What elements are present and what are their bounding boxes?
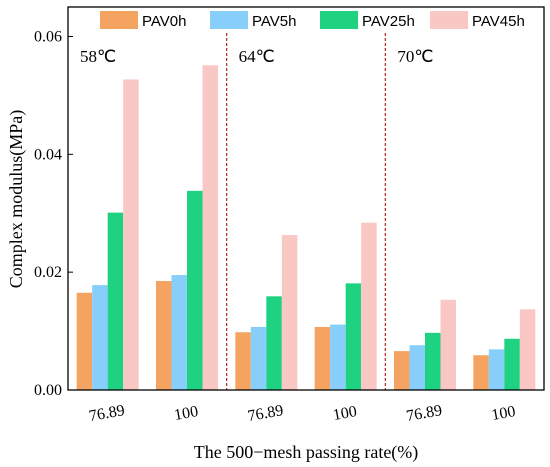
legend-label: PAV5h bbox=[252, 13, 296, 30]
bar-pav45h bbox=[440, 299, 456, 390]
bar-pav5h bbox=[250, 326, 267, 390]
x-tick-label: 76.89 bbox=[88, 402, 126, 425]
x-tick-label: 100 bbox=[490, 403, 517, 424]
y-axis: 0.00 0.02 0.04 0.06 bbox=[34, 28, 73, 399]
y-tick-label: 0.04 bbox=[34, 146, 62, 163]
bar-pav45h bbox=[202, 65, 218, 390]
bar-pav0h bbox=[76, 292, 93, 390]
legend: PAV0h PAV5h PAV25h PAV45h bbox=[100, 11, 525, 30]
bar-pav0h bbox=[473, 355, 489, 390]
group-dividers bbox=[226, 33, 386, 390]
bar-pav0h bbox=[156, 280, 172, 390]
x-tick-label: 76.89 bbox=[405, 402, 443, 425]
x-axis: 76.89 100 76.89 100 76.89 100 bbox=[88, 402, 517, 425]
bars-layer bbox=[76, 65, 536, 390]
legend-swatch bbox=[430, 11, 468, 29]
legend-swatch bbox=[320, 11, 358, 29]
y-axis-title: Complex modulus(MPa) bbox=[6, 110, 27, 289]
bar-pav45h bbox=[281, 235, 298, 390]
y-tick-label: 0.02 bbox=[34, 264, 62, 281]
x-axis-title: The 500−mesh passing rate(%) bbox=[194, 442, 419, 463]
bar-pav0h bbox=[235, 332, 251, 390]
y-tick-label: 0.06 bbox=[34, 28, 62, 45]
bar-pav5h bbox=[171, 275, 187, 390]
x-tick-label: 100 bbox=[173, 403, 200, 424]
group-labels: 58℃ 64℃ 70℃ bbox=[80, 47, 433, 66]
group-label: 70℃ bbox=[397, 47, 433, 66]
group-label: 58℃ bbox=[80, 47, 116, 66]
legend-label: PAV25h bbox=[362, 13, 415, 30]
bar-pav25h bbox=[187, 190, 203, 390]
bar-pav0h bbox=[314, 326, 331, 390]
bar-pav5h bbox=[330, 324, 346, 390]
bar-pav25h bbox=[345, 283, 362, 390]
x-tick-label: 76.89 bbox=[246, 402, 284, 425]
bar-pav25h bbox=[425, 332, 441, 390]
bar-pav5h bbox=[409, 345, 425, 390]
bar-pav45h bbox=[519, 309, 536, 390]
legend-swatch bbox=[210, 11, 248, 29]
legend-label: PAV45h bbox=[472, 13, 525, 30]
x-tick-label: 100 bbox=[332, 403, 359, 424]
bar-pav25h bbox=[504, 338, 520, 390]
bar-pav5h bbox=[92, 285, 108, 390]
bar-pav25h bbox=[266, 296, 282, 390]
plot-frame bbox=[67, 6, 545, 391]
bar-pav0h bbox=[394, 351, 410, 390]
legend-swatch bbox=[100, 11, 138, 29]
legend-label: PAV0h bbox=[142, 13, 186, 30]
group-label: 64℃ bbox=[239, 47, 275, 66]
y-tick-label: 0.00 bbox=[34, 382, 62, 399]
bar-pav45h bbox=[123, 79, 139, 390]
bar-pav5h bbox=[488, 349, 505, 390]
bar-pav45h bbox=[361, 222, 377, 390]
bar-pav25h bbox=[107, 212, 124, 390]
